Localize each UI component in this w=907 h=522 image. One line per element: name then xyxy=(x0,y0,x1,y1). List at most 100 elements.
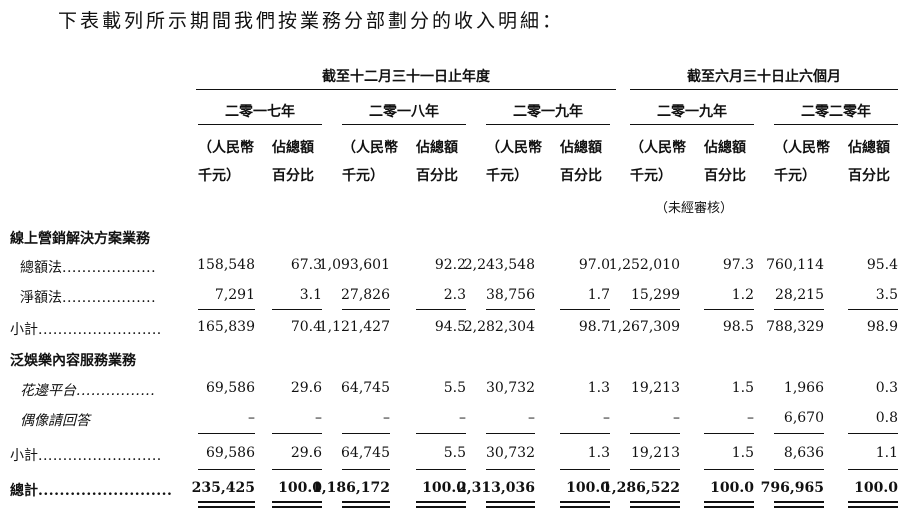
col-head-pct: 佔總額 百分比 xyxy=(272,140,314,184)
year-header-2018: 二零一八年 xyxy=(369,104,439,120)
cell-idol-8: 6,670 xyxy=(783,410,824,426)
subtotal-rule-1 xyxy=(774,309,824,310)
subtotal-rule-2 xyxy=(630,433,680,434)
unaudited-note: （未經審核） xyxy=(654,201,733,216)
col-head-pct: 佔總額 百分比 xyxy=(848,140,890,184)
intro-text: 下表載列所示期間我們按業務分部劃分的收入明細： xyxy=(58,10,565,32)
row-label-net: 淨額法................... xyxy=(20,290,157,306)
cell-huabian-2: 64,745 xyxy=(341,380,390,396)
cell-gross-0: 158,548 xyxy=(197,257,255,273)
cell-idol-9: 0.8 xyxy=(875,410,898,426)
cell-gross-9: 95.4 xyxy=(866,257,898,273)
total-double-rule xyxy=(416,501,466,508)
cell-subtotal2-3: 5.5 xyxy=(443,445,466,461)
total-double-rule xyxy=(774,501,824,508)
cell-subtotal2-5: 1.3 xyxy=(587,445,610,461)
cell-total-9: 100.0 xyxy=(854,480,898,496)
subtotal-rule-1 xyxy=(272,309,322,310)
total-rule-top xyxy=(486,469,535,470)
subtotal-rule-1 xyxy=(416,309,466,310)
total-rule-top xyxy=(704,469,754,470)
cell-net-1: 3.1 xyxy=(299,287,322,303)
cell-subtotal1-1: 70.4 xyxy=(290,319,322,335)
cell-subtotal2-6: 19,213 xyxy=(631,445,680,461)
cell-subtotal2-4: 30,732 xyxy=(486,445,535,461)
cell-subtotal1-2: 1,121,427 xyxy=(318,319,390,335)
cell-net-6: 15,299 xyxy=(631,287,680,303)
cell-subtotal2-0: 69,586 xyxy=(206,445,255,461)
cell-subtotal2-7: 1.5 xyxy=(731,445,754,461)
cell-subtotal1-4: 2,282,304 xyxy=(463,319,535,335)
cell-huabian-7: 1.5 xyxy=(731,380,754,396)
subtotal-rule-1 xyxy=(342,309,390,310)
cell-total-5: 100.0 xyxy=(566,480,610,496)
row-label-gross: 總額法................... xyxy=(20,260,157,276)
group-rule-six-months xyxy=(630,89,898,90)
total-rule-top xyxy=(272,469,322,470)
cell-huabian-4: 30,732 xyxy=(486,380,535,396)
group-header-full-year: 截至十二月三十一日止年度 xyxy=(322,69,490,85)
row-label-total: 總計......................... xyxy=(10,483,173,499)
col-head-pct: 佔總額 百分比 xyxy=(560,140,602,184)
cell-total-4: 2,313,036 xyxy=(457,480,535,496)
year-rule-2019 xyxy=(486,124,610,125)
total-rule-top xyxy=(630,469,680,470)
cell-gross-6: 1,252,010 xyxy=(608,257,680,273)
cell-subtotal1-5: 98.7 xyxy=(578,319,610,335)
cell-idol-4: – xyxy=(528,410,535,426)
cell-idol-7: – xyxy=(747,410,754,426)
cell-idol-5: – xyxy=(603,410,610,426)
subtotal-rule-2 xyxy=(416,433,466,434)
total-rule-top xyxy=(416,469,466,470)
cell-total-6: 1,286,522 xyxy=(602,480,680,496)
subtotal-rule-2 xyxy=(272,433,322,434)
cell-total-3: 100.0 xyxy=(422,480,466,496)
subtotal-rule-2 xyxy=(848,433,898,434)
cell-huabian-0: 69,586 xyxy=(206,380,255,396)
cell-gross-3: 92.2 xyxy=(434,257,466,273)
cell-total-1: 100.0 xyxy=(278,480,322,496)
row-label-subtotal-2: 小計......................... xyxy=(10,448,162,464)
cell-huabian-9: 0.3 xyxy=(875,380,898,396)
subtotal-rule-2 xyxy=(342,433,390,434)
cell-subtotal1-8: 788,329 xyxy=(766,319,824,335)
cell-subtotal1-3: 94.5 xyxy=(434,319,466,335)
total-rule-top xyxy=(560,469,610,470)
total-rule-top xyxy=(342,469,390,470)
group-header-six-months: 截至六月三十日止六個月 xyxy=(687,69,841,85)
col-head-pct: 佔總額 百分比 xyxy=(704,140,746,184)
row-label-subtotal-1: 小計......................... xyxy=(10,322,162,338)
cell-net-8: 28,215 xyxy=(775,287,824,303)
year-header-2020-h1: 二零二零年 xyxy=(801,104,871,120)
cell-subtotal2-1: 29.6 xyxy=(290,445,322,461)
subtotal-rule-1 xyxy=(704,309,754,310)
cell-huabian-8: 1,966 xyxy=(783,380,824,396)
total-rule-top xyxy=(774,469,824,470)
total-double-rule xyxy=(486,501,535,508)
year-header-2019: 二零一九年 xyxy=(513,104,583,120)
cell-subtotal1-6: 1,267,309 xyxy=(608,319,680,335)
cell-subtotal2-2: 64,745 xyxy=(341,445,390,461)
subtotal-rule-2 xyxy=(560,433,610,434)
subtotal-rule-1 xyxy=(486,309,535,310)
cell-total-7: 100.0 xyxy=(710,480,754,496)
subtotal-rule-1 xyxy=(198,309,255,310)
col-head-amount: （人民幣 千元） xyxy=(198,140,254,184)
cell-gross-2: 1,093,601 xyxy=(318,257,390,273)
subtotal-rule-2 xyxy=(486,433,535,434)
cell-subtotal1-0: 165,839 xyxy=(197,319,255,335)
col-head-amount: （人民幣 千元） xyxy=(774,140,830,184)
total-rule-top xyxy=(198,469,255,470)
year-rule-2019-h1 xyxy=(630,124,754,125)
cell-total-2: 1,186,172 xyxy=(312,480,390,496)
year-rule-2020-h1 xyxy=(774,124,898,125)
subtotal-rule-1 xyxy=(630,309,680,310)
year-header-2019-h1: 二零一九年 xyxy=(657,104,727,120)
cell-gross-5: 97.0 xyxy=(578,257,610,273)
col-head-amount: （人民幣 千元） xyxy=(342,140,398,184)
total-double-rule xyxy=(342,501,390,508)
cell-idol-6: – xyxy=(673,410,680,426)
cell-subtotal2-9: 1.1 xyxy=(875,445,898,461)
cell-subtotal1-7: 98.5 xyxy=(722,319,754,335)
cell-net-2: 27,826 xyxy=(341,287,390,303)
